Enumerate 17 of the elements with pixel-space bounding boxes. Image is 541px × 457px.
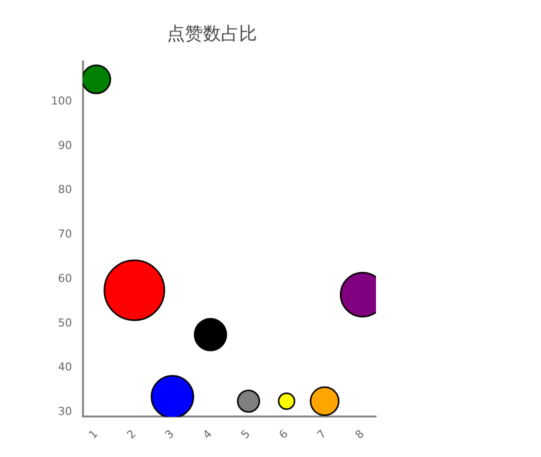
y-tick-label: 60	[58, 272, 72, 285]
y-tick-label: 90	[58, 138, 72, 152]
y-tick-label: 30	[58, 405, 72, 418]
chart-title: 点赞数占比	[167, 23, 257, 44]
x-tick-label: 5	[238, 427, 253, 442]
y-tick-label: 40	[58, 360, 72, 374]
x-tick-label: 4	[200, 427, 215, 442]
x-tick-label: 6	[276, 427, 291, 442]
x-tick-label: 1	[86, 427, 100, 442]
x-tick-label: 7	[314, 427, 329, 442]
y-tick-label: 70	[58, 228, 72, 241]
y-tick-label: 80	[58, 183, 72, 196]
x-tick-label: 8	[352, 427, 367, 442]
y-tick-label: 50	[58, 316, 72, 330]
x-tick-label: 2	[124, 427, 139, 442]
x-tick-label: 3	[162, 427, 177, 442]
y-tick-label: 100	[50, 94, 72, 108]
